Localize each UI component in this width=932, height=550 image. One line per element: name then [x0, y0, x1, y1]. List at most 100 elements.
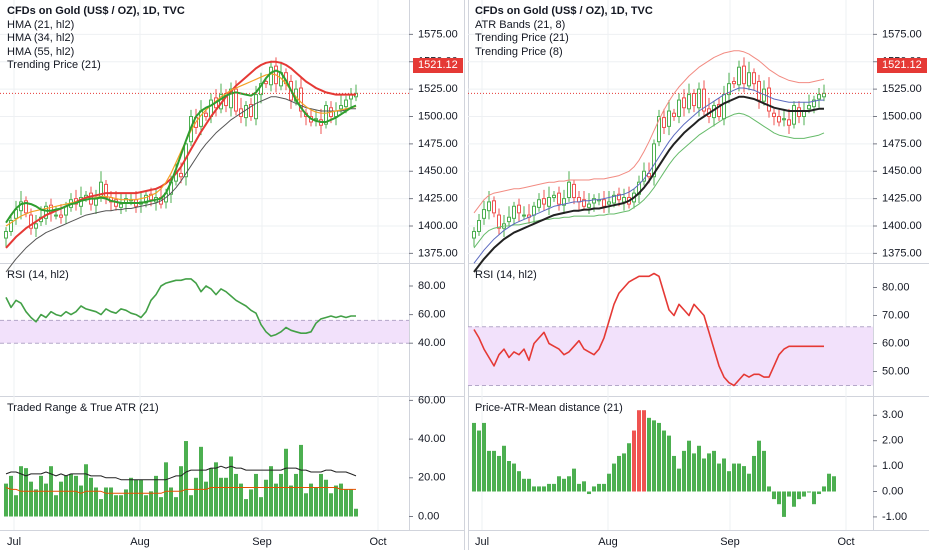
- price-tick-label: 1375.00: [418, 247, 458, 259]
- legend-hma-55: HMA (55, hl2): [7, 45, 75, 58]
- candle-body: [334, 110, 338, 118]
- traded-range-bar: [39, 475, 43, 517]
- price-tick-label: 1525.00: [882, 83, 922, 95]
- traded-range-bar: [4, 483, 8, 517]
- candle-body: [324, 105, 328, 125]
- price-tick-label: 1500.00: [882, 110, 922, 122]
- traded-range-bar: [304, 493, 308, 517]
- distance-bar: [607, 473, 611, 492]
- candle-body: [747, 72, 751, 87]
- distance-bar: [792, 491, 796, 507]
- dist-tick-label: 0.00: [882, 485, 903, 497]
- trending-price-21-line: [473, 95, 824, 273]
- distance-bar: [797, 491, 801, 500]
- candle-body: [557, 192, 561, 205]
- candle-body: [249, 103, 253, 118]
- rsi-tick-label: 80.00: [418, 280, 446, 292]
- traded-range-bar: [264, 479, 268, 517]
- traded-range-bar: [94, 487, 98, 517]
- distance-bar: [567, 476, 571, 492]
- distance-bar: [622, 453, 626, 492]
- traded-range-bar: [224, 477, 228, 517]
- candle-body: [677, 99, 681, 117]
- traded-range-bar: [69, 473, 73, 517]
- candle-body: [697, 88, 701, 109]
- candle-body: [497, 214, 501, 229]
- candle-body: [119, 203, 123, 208]
- candle-body: [339, 105, 343, 110]
- traded-range-bar: [24, 468, 28, 517]
- distance-bar: [597, 483, 601, 492]
- traded-range-bar: [329, 493, 333, 517]
- distance-bar: [542, 486, 546, 492]
- traded-range-bar: [299, 444, 303, 517]
- candle-body: [244, 105, 248, 119]
- candle-body: [472, 230, 476, 239]
- distance-bar: [682, 450, 686, 492]
- distance-bar: [522, 478, 526, 492]
- dist-tick-label: 1.00: [882, 460, 903, 472]
- candle-body: [782, 118, 786, 121]
- candle-body: [204, 112, 208, 117]
- price-tick-label: 1475.00: [882, 138, 922, 150]
- traded-range-bar: [164, 462, 168, 517]
- traded-range-bar: [129, 477, 133, 517]
- traded-range-bar: [119, 495, 123, 517]
- candle-body: [817, 94, 821, 100]
- distance-bar: [662, 430, 666, 492]
- candle-body: [477, 220, 481, 232]
- candle-body: [179, 172, 183, 178]
- distance-bar: [737, 463, 741, 492]
- distance-bar: [617, 455, 621, 492]
- rsi-tick-label: 50.00: [882, 365, 910, 377]
- rsi-line: [473, 272, 824, 387]
- traded-range-bar: [199, 446, 203, 517]
- candle-body: [622, 197, 626, 203]
- right-price-legend: CFDs on Gold (US$ / OZ), 1D, TVC ATR Ban…: [475, 5, 653, 59]
- distance-bar: [667, 435, 671, 492]
- candle-body: [144, 194, 148, 204]
- candle-body: [567, 181, 571, 199]
- traded-range-bar: [34, 489, 38, 517]
- distance-bar: [637, 410, 641, 492]
- candle-body: [44, 205, 48, 219]
- candle-body: [812, 99, 816, 108]
- candle-body: [547, 197, 551, 207]
- candle-body: [607, 201, 611, 205]
- distance-bar: [587, 491, 591, 495]
- candle-body: [767, 87, 771, 112]
- candle-body: [229, 88, 233, 109]
- distance-bar: [757, 440, 761, 492]
- distance-bar: [647, 417, 651, 492]
- traded-range-bar: [9, 475, 13, 517]
- price-tick-label: 1575.00: [418, 28, 458, 40]
- candle-body: [344, 99, 348, 108]
- last-price-tag-left: 1521.12: [413, 58, 463, 73]
- candle-body: [752, 72, 756, 85]
- legend-traded-range: Traded Range & True ATR (21): [7, 402, 159, 414]
- legend-hma-34: HMA (34, hl2): [7, 32, 75, 44]
- candle-body: [54, 214, 58, 217]
- traded-range-bar: [159, 497, 163, 517]
- distance-bar: [822, 486, 826, 492]
- traded-range-bar: [154, 475, 158, 517]
- distance-bar: [642, 410, 646, 492]
- distance-bar: [787, 491, 791, 497]
- rsi-tick-label: 70.00: [882, 309, 910, 321]
- atr-band-lower: [473, 112, 825, 249]
- x-axis-label: Aug: [598, 536, 618, 548]
- candle-body: [34, 223, 38, 229]
- candle-body: [662, 117, 666, 128]
- price-tick-label: 1400.00: [418, 220, 458, 232]
- traded-range-bar: [249, 489, 253, 517]
- candle-body: [717, 103, 721, 118]
- legend-rsi: RSI (14, hl2): [475, 269, 537, 281]
- x-axis-label: Aug: [130, 536, 150, 548]
- traded-range-bar: [149, 491, 153, 517]
- distance-bar: [552, 483, 556, 492]
- distance-bar: [747, 473, 751, 492]
- distance-bar: [577, 483, 581, 492]
- distance-bar: [532, 486, 536, 492]
- distance-bar: [502, 445, 506, 492]
